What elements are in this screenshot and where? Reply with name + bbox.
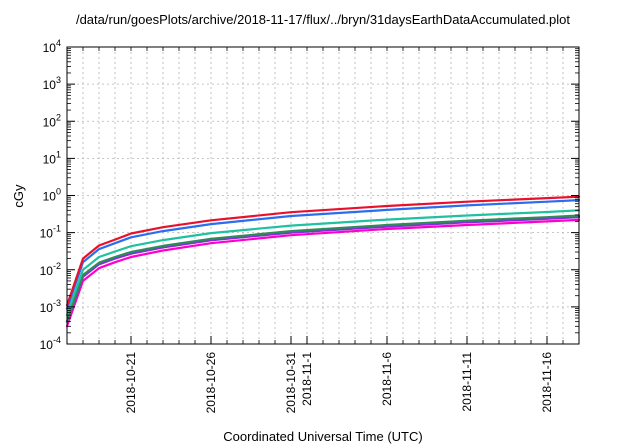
y-tick-label: 100	[43, 187, 61, 204]
x-tick-label: 2018-11-16	[540, 352, 554, 413]
x-tick-label: 2018-10-31	[284, 352, 298, 414]
y-tick-label: 104	[43, 38, 61, 55]
x-tick-labels: 2018-10-21 2018-10-26 2018-10-31 2018-11-1 2…	[124, 352, 554, 414]
y-tick-exponent: 0	[56, 187, 61, 197]
x-tick-label: 2018-11-6	[380, 352, 394, 406]
series-line	[65, 209, 581, 317]
y-tick-base: 10	[43, 152, 57, 166]
y-tick-label: 101	[43, 149, 61, 166]
chart-title: /data/run/goesPlots/archive/2018-11-17/f…	[76, 12, 570, 27]
series-line	[65, 199, 581, 310]
series-line	[65, 214, 581, 323]
y-tick-label: 10-1	[40, 224, 61, 241]
x-tick-label: 2018-10-26	[204, 352, 218, 414]
y-tick-base: 10	[40, 264, 54, 278]
y-tick-exponent: -4	[53, 335, 61, 345]
y-tick-base: 10	[40, 301, 54, 315]
x-tick-label: 2018-10-21	[124, 352, 138, 414]
ticks	[67, 46, 579, 345]
y-tick-label: 10-4	[40, 335, 61, 352]
y-tick-exponent: 1	[56, 149, 61, 159]
y-tick-base: 10	[43, 115, 57, 129]
series-line	[65, 195, 581, 307]
y-axis-label: cGy	[11, 184, 26, 208]
y-tick-base: 10	[40, 338, 54, 352]
x-axis-label: Coordinated Universal Time (UTC)	[223, 429, 422, 444]
y-tick-base: 10	[40, 227, 54, 241]
y-tick-exponent: -1	[53, 224, 61, 234]
series-group	[65, 195, 581, 328]
y-tick-label: 103	[43, 75, 61, 92]
y-tick-label: 10-2	[40, 261, 61, 278]
x-tick-label: 2018-11-1	[300, 352, 314, 406]
x-tick-label: 2018-11-11	[460, 352, 474, 412]
y-tick-label: 10-3	[40, 298, 61, 315]
y-tick-exponent: 4	[56, 38, 61, 48]
y-tick-exponent: -3	[53, 298, 61, 308]
y-tick-base: 10	[43, 41, 57, 55]
y-tick-base: 10	[43, 190, 57, 204]
y-tick-exponent: -2	[53, 261, 61, 271]
y-tick-exponent: 2	[56, 112, 61, 122]
y-tick-label: 102	[43, 112, 61, 129]
y-tick-base: 10	[43, 78, 57, 92]
series-line	[65, 218, 581, 328]
series-line	[65, 216, 581, 323]
y-tick-exponent: 3	[56, 75, 61, 85]
